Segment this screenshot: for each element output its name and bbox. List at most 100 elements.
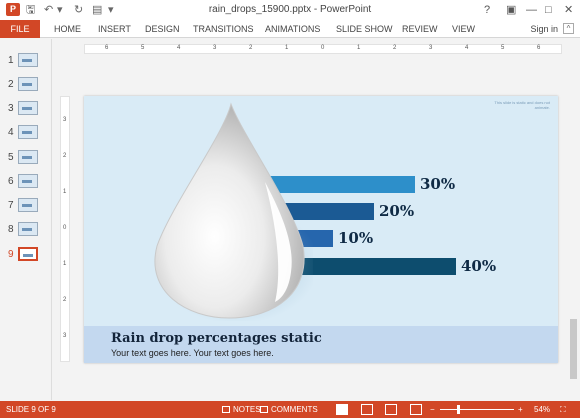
slide-thumbnail-1[interactable]: 1 <box>0 53 52 71</box>
tab-transitions[interactable]: TRANSITIONS <box>193 24 254 34</box>
ruler-label: 2 <box>249 45 253 51</box>
tab-design[interactable]: DESIGN <box>145 24 180 34</box>
normal-view-button[interactable] <box>336 404 348 415</box>
sign-in-link[interactable]: Sign in <box>530 24 558 34</box>
ruler-label: 6 <box>105 45 109 51</box>
slide-thumbnail-6[interactable]: 6 <box>0 174 52 192</box>
percentage-label: 30% <box>420 175 456 193</box>
slide-subtitle: Your text goes here. Your text goes here… <box>111 348 274 358</box>
slide-sorter-view-button[interactable] <box>361 404 373 415</box>
minimize-button[interactable]: — <box>526 4 537 16</box>
slide-thumbnail-image <box>18 77 38 91</box>
percentage-label: 20% <box>379 202 415 220</box>
slide-thumbnail-image <box>18 222 38 236</box>
tab-home[interactable]: HOME <box>54 24 81 34</box>
slide-thumbnail-5[interactable]: 5 <box>0 150 52 168</box>
ruler-label: 5 <box>141 45 145 51</box>
ruler-label: 3 <box>63 117 67 123</box>
ruler-label: 3 <box>429 45 433 51</box>
ruler-label: 2 <box>63 153 67 159</box>
ruler-label: 1 <box>285 45 289 51</box>
ruler-label: 1 <box>63 189 67 195</box>
ruler-label: 1 <box>63 261 67 267</box>
tab-review[interactable]: REVIEW <box>402 24 438 34</box>
ribbon-display-options-button[interactable]: ▣ <box>506 4 517 16</box>
slide-title: Rain drop percentages static <box>111 331 322 346</box>
percentage-label: 10% <box>338 229 374 247</box>
fit-slide-icon[interactable]: ⛶ <box>560 405 566 414</box>
vertical-scrollbar[interactable] <box>569 54 578 400</box>
comments-label: COMMENTS <box>271 405 318 414</box>
save-icon[interactable]: 🖫 <box>26 4 36 16</box>
collapse-ribbon-icon[interactable]: ^ <box>563 23 574 34</box>
slide-canvas[interactable]: This slide is static and does not animat… <box>84 96 558 363</box>
ruler-label: 2 <box>63 297 67 303</box>
start-from-beginning-icon[interactable]: ▤ <box>92 4 103 16</box>
slide-thumbnail-image <box>18 125 38 139</box>
tab-file[interactable]: FILE <box>0 20 40 38</box>
slide-thumbnail-7[interactable]: 7 <box>0 198 52 216</box>
ribbon-tabs: FILE HOME INSERT DESIGN TRANSITIONS ANIM… <box>0 20 580 38</box>
slide-thumbnail-image <box>18 150 38 164</box>
help-button[interactable]: ? <box>484 4 491 16</box>
raindrop-graphic[interactable] <box>153 96 313 321</box>
slide-thumbnail-4[interactable]: 4 <box>0 125 52 143</box>
scrollbar-thumb[interactable] <box>570 319 577 379</box>
slide-thumbnail-image <box>18 247 38 261</box>
ruler-label: 0 <box>63 225 67 231</box>
slide-thumbnails-pane: 1 2 3 4 5 6 7 8 9 <box>0 39 52 400</box>
slide-indicator: SLIDE 9 OF 9 <box>6 405 56 414</box>
slide-thumbnail-3[interactable]: 3 <box>0 101 52 119</box>
slide-thumbnail-2[interactable]: 2 <box>0 77 52 95</box>
zoom-out-button[interactable]: − <box>430 405 435 414</box>
close-button[interactable]: ✕ <box>564 4 574 16</box>
tab-slide-show[interactable]: SLIDE SHOW <box>336 24 393 34</box>
slide-thumbnail-8[interactable]: 8 <box>0 222 52 240</box>
slide-thumbnail-image <box>18 198 38 212</box>
undo-dropdown-icon[interactable]: ▾ <box>57 4 63 16</box>
ruler-label: 6 <box>537 45 541 51</box>
ruler-label: 4 <box>465 45 469 51</box>
percentage-bar <box>264 176 415 193</box>
zoom-in-button[interactable]: + <box>518 405 523 414</box>
reading-view-button[interactable] <box>385 404 397 415</box>
ruler-label: 5 <box>501 45 505 51</box>
notes-button[interactable]: NOTES <box>222 401 261 418</box>
slide-number: 7 <box>8 200 14 211</box>
maximize-button[interactable]: □ <box>545 4 552 16</box>
slide-thumbnail-9[interactable]: 9 <box>0 247 52 265</box>
zoom-slider[interactable] <box>440 409 514 410</box>
slide-number: 5 <box>8 152 14 163</box>
tab-animations[interactable]: ANIMATIONS <box>265 24 321 34</box>
slide-number: 8 <box>8 224 14 235</box>
vertical-ruler: 3 2 1 0 1 2 3 <box>60 96 70 362</box>
slide-number: 2 <box>8 79 14 90</box>
zoom-slider-handle[interactable] <box>457 405 461 414</box>
comment-icon <box>260 406 268 413</box>
slide-thumbnail-image <box>18 101 38 115</box>
title-bar: P 🖫 ↶ ▾ ↻ ▤ ▾ rain_drops_15900.pptx - Po… <box>0 0 580 20</box>
ruler-label: 4 <box>177 45 181 51</box>
slide-thumbnail-image <box>18 174 38 188</box>
slide-show-button[interactable] <box>410 404 422 415</box>
customize-quick-access-icon[interactable]: ▾ <box>108 4 114 16</box>
slide-thumbnail-image <box>18 53 38 67</box>
slide-number: 1 <box>8 55 14 66</box>
horizontal-ruler: 6 5 4 3 2 1 0 1 2 3 4 5 6 <box>84 44 562 54</box>
ruler-label: 1 <box>357 45 361 51</box>
ruler-label: 3 <box>63 333 67 339</box>
ruler-label: 3 <box>213 45 217 51</box>
powerpoint-logo-icon: P <box>6 3 20 16</box>
comments-button[interactable]: COMMENTS <box>260 401 318 418</box>
window-title: rain_drops_15900.pptx - PowerPoint <box>208 4 372 15</box>
zoom-level[interactable]: 54% <box>534 405 551 414</box>
ruler-label: 2 <box>393 45 397 51</box>
tab-insert[interactable]: INSERT <box>98 24 131 34</box>
notes-label: NOTES <box>233 405 261 414</box>
redo-icon[interactable]: ↻ <box>74 4 84 16</box>
slide-number: 4 <box>8 127 14 138</box>
slide-corner-note: This slide is static and does not animat… <box>494 100 550 110</box>
tab-view[interactable]: VIEW <box>452 24 476 34</box>
undo-icon[interactable]: ↶ <box>44 4 54 16</box>
